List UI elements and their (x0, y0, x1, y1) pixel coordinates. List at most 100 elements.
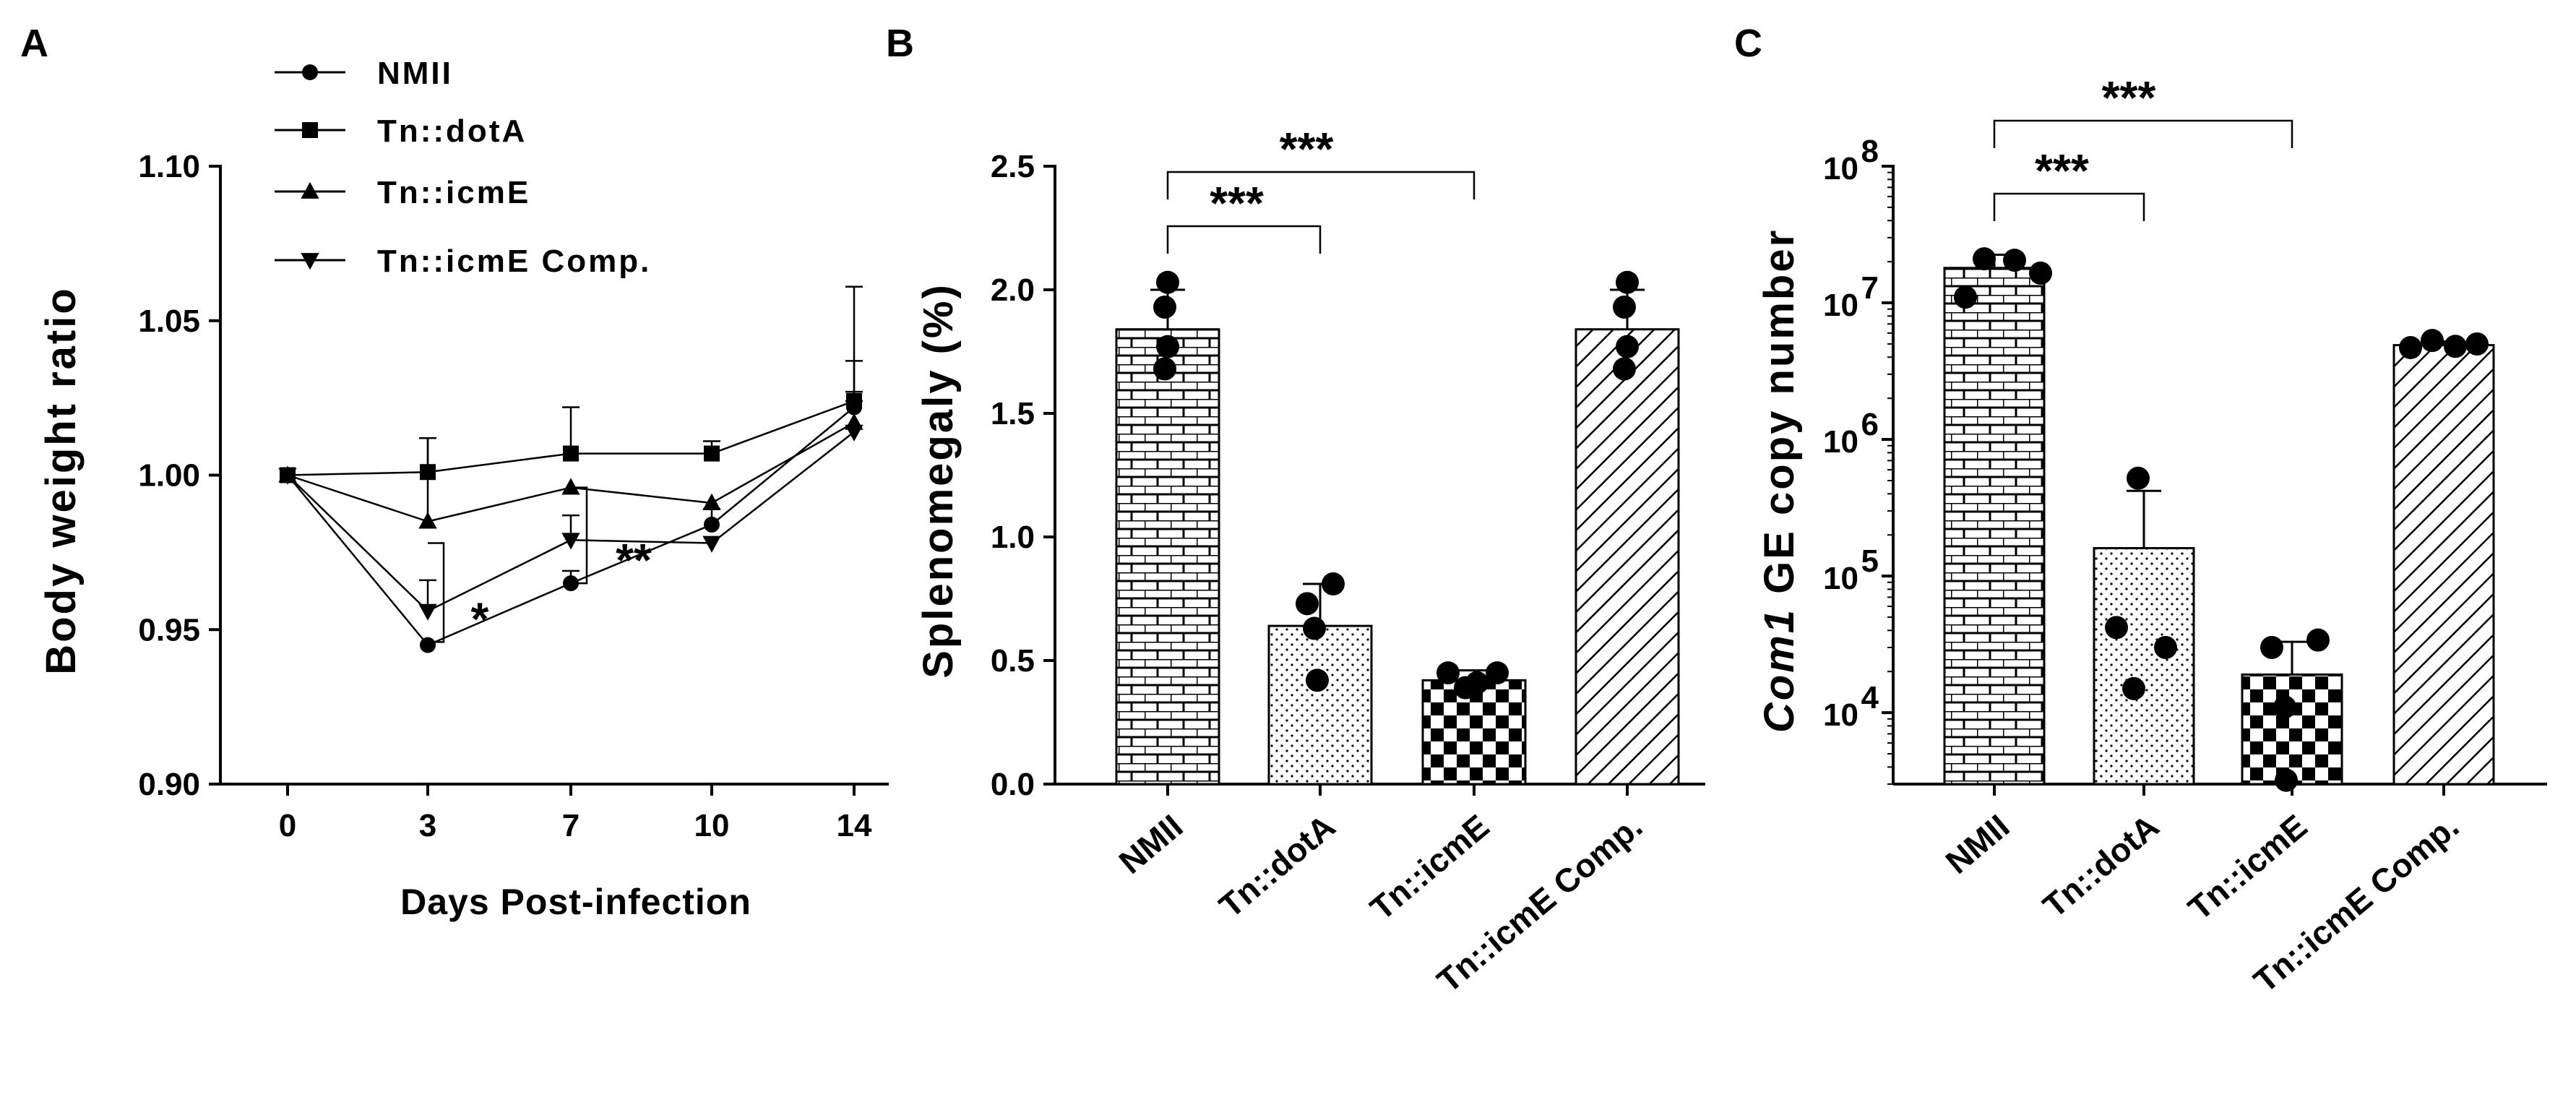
panel-c-y-tick-base: 10 (1823, 151, 1858, 186)
panel-a-x-axis-label: Days Post-infection (400, 882, 751, 922)
panel-a-letter: A (20, 22, 48, 65)
panel-a-data-point (704, 445, 720, 462)
panel-c-data-point (2275, 768, 2298, 792)
panel-a-data-point (563, 445, 579, 462)
panel-a-x-tick-label: 10 (694, 808, 730, 843)
panel-b-data-point (1613, 357, 1636, 381)
panel-c-significance-bracket (1993, 192, 2145, 221)
panel-c-bar (2392, 344, 2495, 786)
panel-c-bar (2241, 673, 2343, 786)
panel-c-y-tick-base: 10 (1823, 288, 1858, 323)
panel-b-y-tick-label: 2.0 (991, 272, 1035, 308)
panel-c-data-point (2306, 628, 2330, 652)
panel-a-y-axis-label: Body weight ratio (38, 286, 85, 675)
panel-a-data-point (561, 533, 580, 550)
panel-c-significance-bracket (1993, 119, 2293, 148)
panel-b-significance-bracket (1166, 225, 1322, 254)
panel-a-x-tick-label: 3 (419, 808, 436, 843)
panel-b-data-point (1153, 295, 1176, 319)
panel-a-x-tick-label: 14 (837, 808, 872, 843)
panel-c-y-tick-label: 10 (1823, 561, 1858, 596)
panel-c-significance-label: *** (2035, 145, 2089, 197)
panel-c-data-point (1954, 285, 1977, 309)
panel-c-data-point (2127, 466, 2150, 490)
panel-a-significance-label: ** (616, 534, 652, 586)
panel-b-data-point (1454, 676, 1477, 700)
panel-a-y-tick-label: 1.00 (138, 458, 200, 494)
panel-b-bar (1115, 328, 1220, 786)
panel-c-data-point (2105, 616, 2128, 640)
panel-c-data-point (1973, 247, 1996, 271)
panel-c-category-label: Tn::icmE (2181, 807, 2314, 927)
panel-c-data-point (2273, 695, 2296, 719)
panel-c-data-point (2421, 329, 2444, 353)
panel-b-data-point (1156, 335, 1179, 358)
panel-b-category-label: NMII (1112, 807, 1190, 881)
panel-a-data-point (561, 478, 580, 495)
panel-b-bar (1267, 624, 1373, 786)
panel-b-category-label: Tn::dotA (1212, 807, 1342, 925)
panel-b-bar-chart: B Splenomegaly (%) 0.0 0.5 1.0 1.5 2.0 2.5 NMI… (886, 22, 1705, 999)
panel-c-y-tick-exponent: 6 (1861, 407, 1879, 442)
panel-c-category-label: Tn::dotA (2036, 807, 2166, 925)
panel-c-data-point (2260, 635, 2283, 659)
panel-c-y-tick-base: 10 (1823, 561, 1858, 596)
panel-a-y-tick-label: 0.90 (138, 767, 200, 802)
panel-b-data-point (1303, 616, 1326, 640)
panel-c-significance-label: *** (2102, 72, 2156, 124)
panel-c-y-tick-exponent: 5 (1861, 543, 1879, 579)
panel-c-letter: C (1734, 22, 1762, 65)
panel-c-data-point (2444, 335, 2467, 358)
panel-a-y-tick-label: 1.10 (138, 149, 200, 184)
panel-a-data-point (704, 516, 720, 533)
panel-c-data-point (2154, 635, 2177, 659)
panel-a-data-point (420, 637, 436, 653)
panel-c-y-axis-label-rest: GE copy number (1756, 228, 1803, 608)
panel-c-y-tick-label: 10 (1823, 424, 1858, 460)
panel-b-data-point (1156, 270, 1179, 294)
panel-b-data-point (1322, 572, 1345, 595)
panel-b-y-tick-label: 0.0 (991, 767, 1035, 802)
panel-a-data-point (702, 535, 721, 553)
panel-c-data-point (2003, 249, 2026, 272)
panel-b-y-axis-label: Splenomegaly (%) (915, 283, 962, 679)
legend-label: NMII (377, 56, 453, 91)
panel-b-y-tick-label: 0.5 (991, 643, 1035, 679)
panel-c-y-axis-label: Com1 GE copy number (1756, 228, 1803, 733)
legend-marker (301, 253, 319, 270)
panel-b-y-tick-label: 2.5 (991, 149, 1035, 184)
panel-b-data-point (1296, 592, 1319, 616)
panel-c-bar (2093, 547, 2195, 786)
panel-b-data-point (1153, 357, 1176, 381)
panel-a-data-point (418, 512, 437, 529)
panel-b-significance-label: *** (1280, 123, 1334, 175)
legend-marker (302, 64, 318, 80)
panel-c-data-point (2029, 261, 2052, 285)
panel-b-y-tick-label: 1.0 (991, 520, 1035, 555)
panel-a-data-point (418, 603, 437, 621)
legend-marker (302, 122, 318, 138)
panel-b-data-point (1306, 668, 1329, 692)
panel-b-category-label: Tn::icmE (1363, 807, 1496, 927)
panel-c-y-tick-label: 10 (1823, 151, 1858, 186)
legend-label: Tn::icmE Comp. (377, 244, 651, 279)
panel-c-category-label: NMII (1939, 807, 2017, 881)
panel-b-data-point (1616, 335, 1639, 358)
panel-b-bar (1421, 679, 1527, 786)
panel-c-bar (1943, 267, 2046, 786)
panel-a-significance-bracket (428, 542, 445, 643)
panel-c-y-tick-label: 10 (1823, 288, 1858, 323)
panel-b-letter: B (886, 22, 914, 65)
panel-b-data-point (1613, 295, 1636, 319)
legend-label: Tn::icmE (377, 175, 530, 210)
panel-c-data-point (2465, 332, 2489, 356)
panel-c-y-axis-label-italic: Com1 (1756, 608, 1803, 733)
panel-b-data-point (1486, 661, 1509, 685)
panel-c-y-tick-exponent: 7 (1861, 270, 1879, 306)
legend-label: Tn::dotA (377, 113, 527, 149)
panel-b-bar (1575, 328, 1680, 786)
panel-a-data-point (845, 424, 863, 442)
